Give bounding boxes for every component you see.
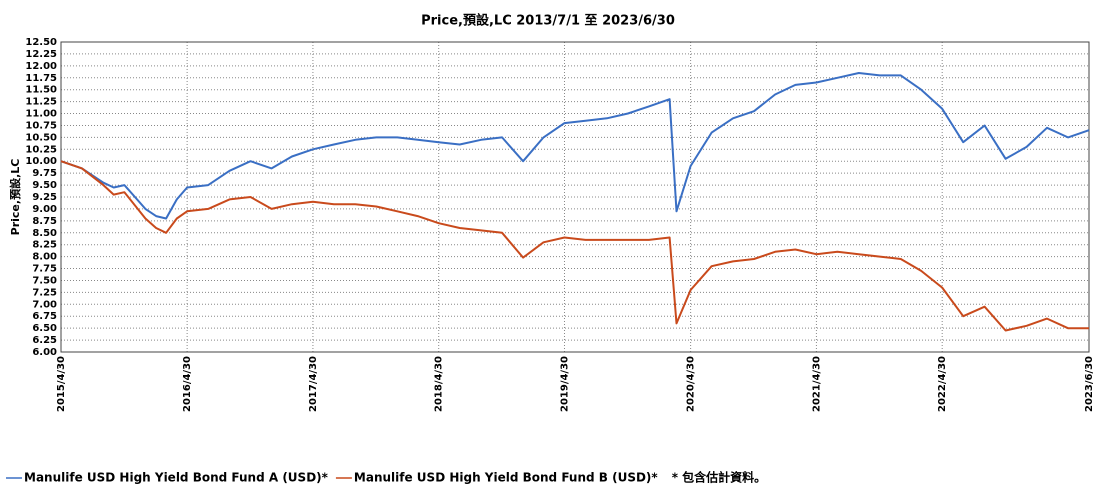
y-tick-label: 8.00	[32, 252, 57, 263]
x-tick-label: 2021/4/30	[811, 356, 822, 412]
y-tick-label: 7.75	[32, 264, 57, 275]
y-tick-label: 6.00	[32, 347, 57, 358]
x-tick-label: 2020/4/30	[686, 356, 697, 412]
y-tick-label: 7.50	[32, 275, 57, 286]
plot-frame	[60, 41, 1090, 353]
y-tick-label: 11.50	[25, 85, 57, 96]
x-tick-label: 2018/4/30	[434, 356, 445, 412]
y-tick-label: 11.00	[25, 109, 57, 120]
y-tick-label: 6.50	[32, 323, 57, 334]
y-axis-label: Price,預設,LC	[8, 159, 22, 236]
y-tick-label: 8.75	[32, 216, 57, 227]
y-tick-label: 11.75	[25, 73, 57, 84]
x-tick-label: 2015/4/30	[56, 356, 67, 412]
y-tick-label: 10.50	[25, 132, 57, 143]
x-tick-label: 2023/6/30	[1084, 356, 1093, 412]
y-tick-label: 12.25	[25, 49, 57, 60]
y-tick-label: 11.25	[25, 97, 57, 108]
legend-label: Manulife USD High Yield Bond Fund A (USD…	[24, 471, 329, 485]
y-tick-label: 6.75	[32, 311, 57, 322]
y-tick-label: 6.25	[32, 335, 57, 346]
y-tick-label: 12.00	[25, 61, 57, 72]
x-tick-label: 2017/4/30	[308, 356, 319, 412]
y-tick-label: 8.50	[32, 228, 57, 239]
legend-label: Manulife USD High Yield Bond Fund B (USD…	[354, 471, 658, 485]
chart-title: Price,預設,LC 2013/7/1 至 2023/6/30	[421, 13, 675, 29]
y-tick-label: 8.25	[32, 240, 57, 251]
y-tick-label: 9.75	[32, 168, 57, 179]
y-tick-label: 10.00	[25, 156, 57, 167]
y-tick-label: 10.75	[25, 120, 57, 131]
series-line	[60, 72, 1090, 220]
y-tick-label: 7.25	[32, 287, 57, 298]
y-tick-label: 7.00	[32, 299, 57, 310]
y-tick-label: 9.00	[32, 204, 57, 215]
y-tick-label: 9.50	[32, 180, 57, 191]
x-tick-label: 2016/4/30	[182, 356, 193, 412]
note: * 包含估計資料。	[672, 470, 766, 485]
y-tick-label: 12.50	[25, 37, 57, 48]
x-tick-label: 2022/4/30	[937, 356, 948, 412]
x-tick-label: 2019/4/30	[559, 356, 570, 412]
y-tick-label: 10.25	[25, 144, 57, 155]
series-line	[60, 160, 1089, 332]
y-tick-label: 9.25	[32, 192, 57, 203]
